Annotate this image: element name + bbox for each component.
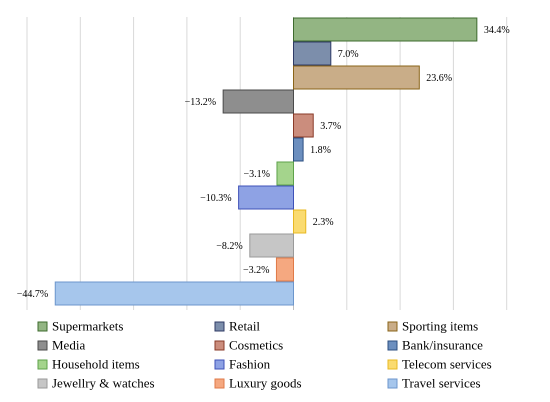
legend-item-cosmetics: Cosmetics (214, 338, 283, 353)
data-label-bank-insurance: 1.8% (310, 145, 331, 156)
legend-item-travel-services: Travel services (387, 376, 481, 391)
bar-fashion (238, 185, 294, 210)
legend-label: Luxury goods (229, 376, 302, 391)
bar-jewellry-watches (249, 233, 295, 258)
bar-sporting-items (293, 65, 420, 90)
data-labels: 34.4% 7.0% 23.6% −13.2% 3.7% 1.8% −3.1% −10.3% 2… (17, 25, 510, 300)
legend-item-media: Media (37, 338, 85, 353)
data-label-travel-services: −44.7% (17, 289, 48, 300)
legend-label: Jewellry & watches (52, 376, 155, 391)
data-label-media: −13.2% (185, 97, 216, 108)
legend-label: Fashion (229, 357, 271, 372)
legend-swatch (387, 378, 398, 389)
legend-item-bank-insurance: Bank/insurance (387, 338, 483, 353)
legend-item-fashion: Fashion (214, 357, 271, 372)
data-label-cosmetics: 3.7% (320, 121, 341, 132)
legend-swatch (387, 340, 398, 351)
legend-swatch (37, 359, 48, 370)
data-label-sporting-items: 23.6% (426, 73, 452, 84)
bar-bank-insurance (293, 137, 304, 162)
bar-retail (293, 41, 332, 66)
bar-supermarkets (293, 17, 478, 42)
legend-item-telecom-services: Telecom services (387, 357, 492, 372)
legend-label: Travel services (402, 376, 481, 391)
data-label-luxury-goods: −3.2% (243, 265, 269, 276)
bar-telecom-services (293, 209, 307, 234)
legend-label: Retail (229, 319, 260, 334)
legend-swatch (214, 378, 225, 389)
legend-swatch (37, 378, 48, 389)
legend-item-retail: Retail (214, 319, 260, 334)
legend-swatch (214, 359, 225, 370)
bar-cosmetics (293, 113, 314, 138)
legend-label: Cosmetics (229, 338, 283, 353)
legend-item-jewellry-watches: Jewellry & watches (37, 376, 155, 391)
legend-swatch (387, 321, 398, 332)
data-label-supermarkets: 34.4% (484, 25, 510, 36)
bar-luxury-goods (275, 257, 294, 282)
bar-travel-services (54, 281, 295, 306)
bars (54, 17, 478, 306)
legend-item-household-items: Household items (37, 357, 140, 372)
legend-item-sporting-items: Sporting items (387, 319, 478, 334)
legend-label: Media (52, 338, 85, 353)
bar-household-items (276, 161, 294, 186)
legend-swatch (214, 340, 225, 351)
data-label-fashion: −10.3% (200, 193, 231, 204)
bar-media (222, 89, 294, 114)
data-label-jewellry-watches: −8.2% (216, 241, 242, 252)
data-label-household-items: −3.1% (243, 169, 269, 180)
legend-label: Supermarkets (52, 319, 123, 334)
legend-swatch (214, 321, 225, 332)
legend-label: Bank/insurance (402, 338, 483, 353)
legend-swatch (37, 340, 48, 351)
legend-swatch (37, 321, 48, 332)
data-label-telecom-services: 2.3% (313, 217, 334, 228)
legend: Supermarkets Retail Sporting items Media Cos… (37, 319, 492, 391)
legend-item-luxury-goods: Luxury goods (214, 376, 302, 391)
legend-label: Household items (52, 357, 140, 372)
legend-item-supermarkets: Supermarkets (37, 319, 123, 334)
legend-swatch (387, 359, 398, 370)
legend-label: Telecom services (402, 357, 492, 372)
legend-label: Sporting items (402, 319, 478, 334)
data-label-retail: 7.0% (338, 49, 359, 60)
